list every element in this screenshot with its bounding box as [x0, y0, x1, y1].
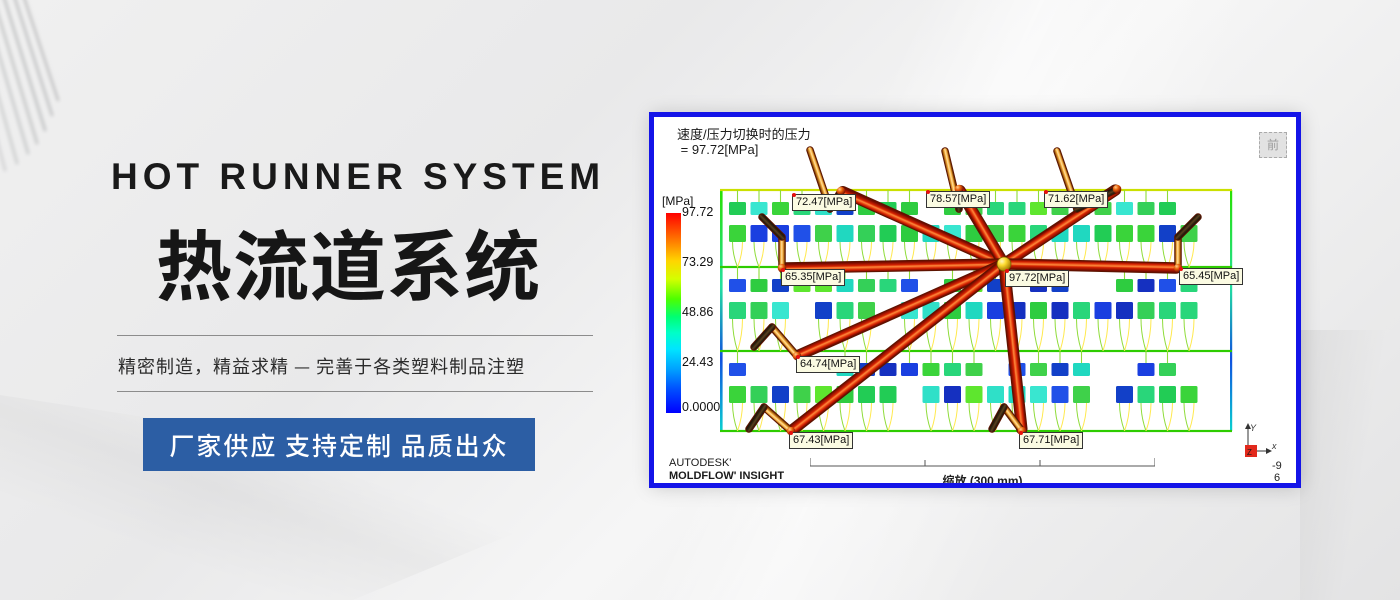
svg-text:6: 6 [1274, 472, 1280, 483]
svg-text:Y: Y [1250, 423, 1257, 433]
svg-text:x: x [1271, 441, 1277, 451]
svg-text:-9: -9 [1272, 460, 1282, 472]
svg-text:Z: Z [1247, 448, 1252, 457]
